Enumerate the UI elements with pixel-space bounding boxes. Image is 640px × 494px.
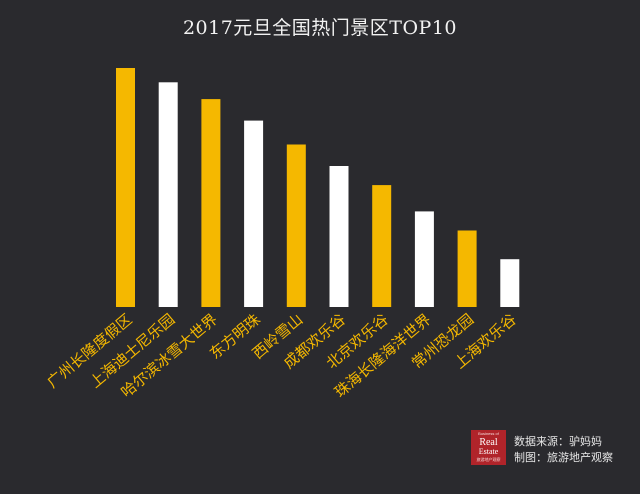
data-source-text: 数据来源：驴妈妈 bbox=[514, 435, 602, 448]
chart-footer: Business of Real Estate 旅游地产观察 数据来源：驴妈妈 … bbox=[471, 430, 636, 470]
chart-credit-text: 制图：旅游地产观察 bbox=[514, 451, 613, 464]
logo-line-3: Estate bbox=[478, 447, 499, 456]
bar-5 bbox=[286, 144, 306, 307]
bar-4 bbox=[244, 120, 264, 307]
logo-line-2: Real bbox=[479, 437, 498, 448]
logo-line-4: 旅游地产观察 bbox=[476, 457, 501, 462]
publisher-logo: Business of Real Estate 旅游地产观察 bbox=[471, 430, 506, 465]
bar-2 bbox=[158, 82, 178, 307]
bar-1 bbox=[116, 68, 135, 307]
chart-title: 2017元旦全国热门景区TOP10 bbox=[182, 17, 458, 39]
category-labels-layer: 广州长隆度假区上海迪士尼乐园哈尔滨冰雪大世界东方明珠西岭雪山成都欢乐谷北京欢乐谷… bbox=[44, 310, 520, 401]
logo-line-1: Business of bbox=[478, 431, 499, 436]
bar-8 bbox=[414, 211, 434, 307]
bars-layer bbox=[116, 68, 520, 307]
bar-3 bbox=[201, 99, 221, 307]
bar-10 bbox=[500, 259, 520, 307]
bar-7 bbox=[372, 185, 392, 307]
bar-6 bbox=[329, 166, 349, 307]
bar-9 bbox=[457, 230, 477, 307]
